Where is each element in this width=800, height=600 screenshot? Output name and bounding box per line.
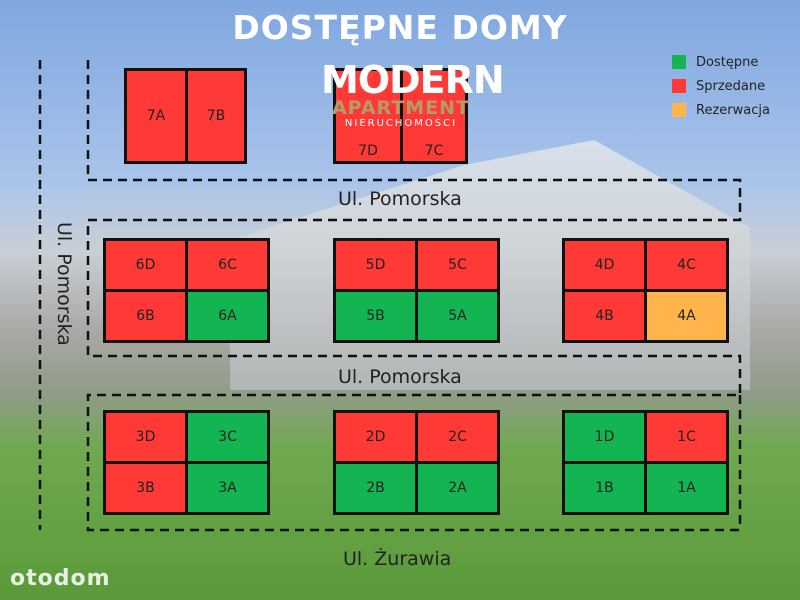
otodom-watermark: otodom <box>10 566 111 591</box>
house-label: 4A <box>677 308 696 324</box>
house-label: 6B <box>136 308 155 324</box>
street-label-left: Ul. Pomorska <box>53 222 75 346</box>
house-5D[interactable]: 5D <box>333 238 418 292</box>
house-label: 5D <box>365 257 386 273</box>
legend-label: Dostępne <box>696 54 759 70</box>
street-label-middle: Ul. Pomorska <box>338 366 462 388</box>
house-label: 6D <box>135 257 156 273</box>
house-label: 7C <box>424 143 444 159</box>
house-1B[interactable]: 1B <box>562 461 647 515</box>
house-label: 3C <box>218 429 237 445</box>
legend: Dostępne Sprzedane Rezerwacja <box>672 50 770 122</box>
street-label-top: Ul. Pomorska <box>338 188 462 210</box>
house-label: 2B <box>366 480 385 496</box>
house-label: 7B <box>206 108 226 124</box>
house-2C[interactable]: 2C <box>415 410 500 464</box>
house-3B[interactable]: 3B <box>103 461 188 515</box>
house-label: 2D <box>365 429 386 445</box>
logo-line3: NIERUCHOMOŚCI <box>344 118 458 129</box>
house-label: 4B <box>595 308 614 324</box>
house-label: 1D <box>594 429 615 445</box>
house-2D[interactable]: 2D <box>333 410 418 464</box>
legend-item-reserved: Rezerwacja <box>672 98 770 122</box>
house-label: 7A <box>146 108 166 124</box>
house-label: 2A <box>448 480 467 496</box>
house-5B[interactable]: 5B <box>333 289 418 343</box>
house-4B[interactable]: 4B <box>562 289 647 343</box>
house-7A[interactable]: 7A <box>124 68 188 164</box>
legend-label: Sprzedane <box>696 78 766 94</box>
logo-line1: MODERN <box>321 58 505 102</box>
street-label-bottom: Ul. Żurawia <box>343 548 452 570</box>
house-label: 5B <box>366 308 385 324</box>
house-4A[interactable]: 4A <box>644 289 729 343</box>
legend-item-available: Dostępne <box>672 50 770 74</box>
house-5C[interactable]: 5C <box>415 238 500 292</box>
house-3A[interactable]: 3A <box>185 461 270 515</box>
house-1D[interactable]: 1D <box>562 410 647 464</box>
house-label: 7D <box>358 143 378 159</box>
house-3D[interactable]: 3D <box>103 410 188 464</box>
legend-item-sold: Sprzedane <box>672 74 770 98</box>
swatch-sold <box>672 79 686 93</box>
swatch-reserved <box>672 103 686 117</box>
page-title: DOSTĘPNE DOMY <box>232 8 568 47</box>
house-label: 5C <box>448 257 467 273</box>
house-label: 4C <box>677 257 696 273</box>
house-1C[interactable]: 1C <box>644 410 729 464</box>
house-4C[interactable]: 4C <box>644 238 729 292</box>
house-label: 1C <box>677 429 696 445</box>
house-2B[interactable]: 2B <box>333 461 418 515</box>
logo: MODERN APARTMENT NIERUCHOMOŚCI <box>321 58 505 130</box>
house-4D[interactable]: 4D <box>562 238 647 292</box>
house-1A[interactable]: 1A <box>644 461 729 515</box>
house-label: 3B <box>136 480 155 496</box>
house-label: 4D <box>594 257 615 273</box>
house-label: 3D <box>135 429 156 445</box>
house-6B[interactable]: 6B <box>103 289 188 343</box>
house-7B[interactable]: 7B <box>185 68 247 164</box>
house-label: 1B <box>595 480 614 496</box>
house-2A[interactable]: 2A <box>415 461 500 515</box>
house-6A[interactable]: 6A <box>185 289 270 343</box>
house-label: 6A <box>218 308 237 324</box>
house-label: 6C <box>218 257 237 273</box>
house-label: 1A <box>677 480 696 496</box>
house-7D[interactable]: 7D <box>333 68 403 164</box>
house-label: 3A <box>218 480 237 496</box>
legend-label: Rezerwacja <box>696 102 770 118</box>
logo-line2: APARTMENT <box>331 97 471 119</box>
house-label: 5A <box>448 308 467 324</box>
house-5A[interactable]: 5A <box>415 289 500 343</box>
house-6C[interactable]: 6C <box>185 238 270 292</box>
house-3C[interactable]: 3C <box>185 410 270 464</box>
house-6D[interactable]: 6D <box>103 238 188 292</box>
swatch-available <box>672 55 686 69</box>
house-label: 2C <box>448 429 467 445</box>
